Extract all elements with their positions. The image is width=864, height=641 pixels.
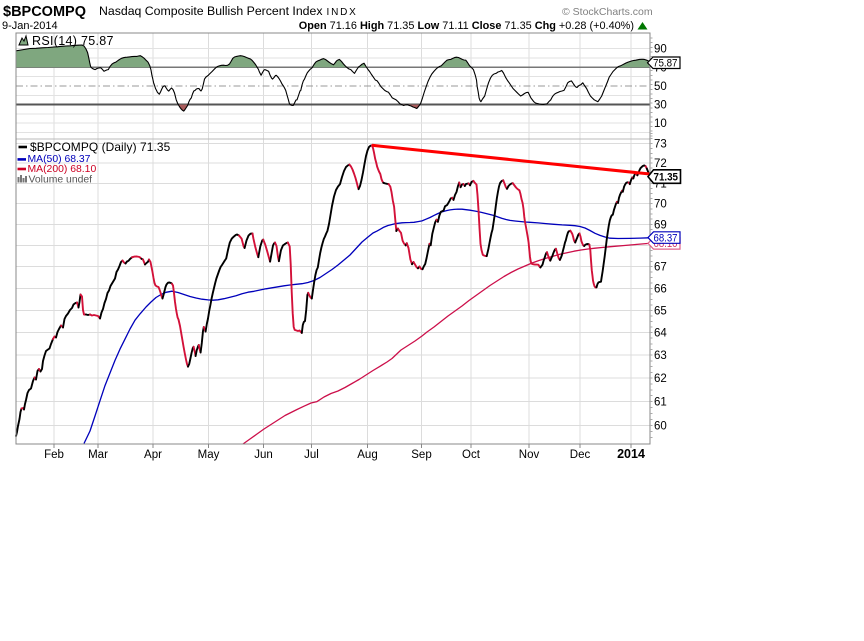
svg-text:71.35: 71.35 bbox=[654, 172, 679, 184]
svg-text:Jun: Jun bbox=[254, 449, 273, 461]
svg-text:72: 72 bbox=[654, 158, 667, 170]
svg-text:MA(200) 68.10: MA(200) 68.10 bbox=[28, 164, 97, 175]
svg-text:67: 67 bbox=[654, 262, 667, 274]
svg-text:Mar: Mar bbox=[88, 449, 108, 461]
svg-text:63: 63 bbox=[654, 350, 667, 362]
svg-text:Open 71.16 High 71.35 Low 71.1: Open 71.16 High 71.35 Low 71.11 Close 71… bbox=[299, 20, 634, 32]
svg-text:10: 10 bbox=[654, 118, 667, 130]
svg-text:© StockCharts.com: © StockCharts.com bbox=[562, 6, 653, 18]
svg-text:30: 30 bbox=[654, 100, 667, 112]
svg-text:61: 61 bbox=[654, 397, 667, 409]
svg-text:Sep: Sep bbox=[411, 449, 431, 461]
svg-text:50: 50 bbox=[654, 81, 667, 93]
svg-text:May: May bbox=[198, 449, 220, 461]
svg-text:75.87: 75.87 bbox=[653, 58, 678, 70]
svg-text:60: 60 bbox=[654, 420, 667, 432]
svg-text:69: 69 bbox=[654, 219, 667, 231]
svg-text:$BPCOMPQ: $BPCOMPQ bbox=[3, 4, 86, 20]
svg-text:90: 90 bbox=[654, 44, 667, 56]
svg-text:Apr: Apr bbox=[144, 449, 162, 461]
svg-text:$BPCOMPQ (Daily) 71.35: $BPCOMPQ (Daily) 71.35 bbox=[30, 140, 171, 154]
svg-text:68.37: 68.37 bbox=[654, 233, 678, 245]
svg-text:73: 73 bbox=[654, 138, 667, 150]
svg-text:Oct: Oct bbox=[462, 449, 481, 461]
svg-text:Jul: Jul bbox=[304, 449, 319, 461]
svg-text:Dec: Dec bbox=[570, 449, 591, 461]
svg-text:Feb: Feb bbox=[44, 449, 64, 461]
svg-text:62: 62 bbox=[654, 373, 667, 385]
svg-text:66: 66 bbox=[654, 283, 667, 295]
svg-text:Nasdaq Composite Bullish Perce: Nasdaq Composite Bullish Percent Index bbox=[99, 4, 323, 18]
svg-text:Aug: Aug bbox=[357, 449, 377, 461]
svg-text:MA(50) 68.37: MA(50) 68.37 bbox=[28, 154, 91, 165]
svg-text:Nov: Nov bbox=[519, 449, 540, 461]
svg-text:RSI(14) 75.87: RSI(14) 75.87 bbox=[32, 34, 114, 48]
svg-text:64: 64 bbox=[654, 328, 667, 340]
svg-text:Volume undef: Volume undef bbox=[29, 175, 93, 186]
svg-text:65: 65 bbox=[654, 305, 667, 317]
svg-text:70: 70 bbox=[654, 199, 667, 211]
svg-text:9-Jan-2014: 9-Jan-2014 bbox=[2, 20, 58, 32]
svg-text:INDX: INDX bbox=[327, 7, 358, 18]
svg-text:2014: 2014 bbox=[617, 447, 645, 461]
